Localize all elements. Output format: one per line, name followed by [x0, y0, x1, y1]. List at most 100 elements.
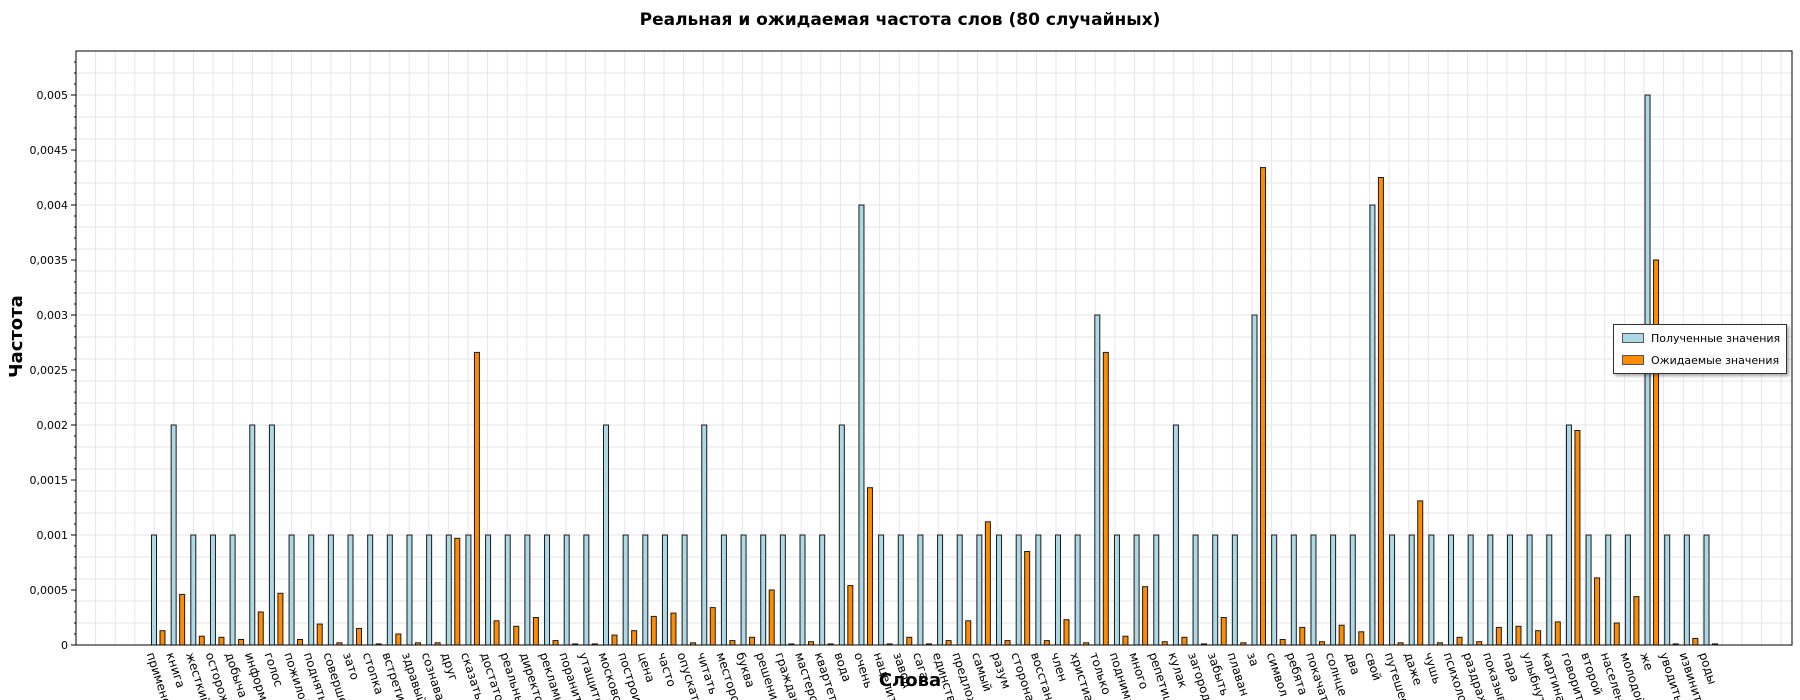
- x-axis-label: Слова: [878, 670, 942, 691]
- bar-observed: [1349, 534, 1356, 646]
- bar-expected: [473, 351, 480, 646]
- bar-expected: [257, 611, 264, 646]
- x-tick-label: же: [1637, 651, 1656, 673]
- bar-observed: [740, 534, 747, 646]
- bar-expected: [238, 639, 245, 646]
- bar-expected: [1024, 551, 1031, 646]
- bar-expected: [297, 639, 304, 646]
- bar-observed: [996, 534, 1003, 646]
- bar-observed: [819, 534, 826, 646]
- y-tick-label: 0,0015: [30, 474, 69, 487]
- bar-observed: [583, 534, 590, 646]
- bar-observed: [1624, 534, 1631, 646]
- bar-observed: [1054, 534, 1061, 646]
- bar-expected: [316, 623, 323, 646]
- bar-observed: [661, 534, 668, 646]
- bar-expected: [1613, 622, 1620, 646]
- bar-expected: [1181, 636, 1188, 646]
- bar-observed: [288, 534, 295, 646]
- legend-item-expected: Ожидаемые значения: [1622, 352, 1779, 368]
- bar-expected: [1633, 596, 1640, 646]
- bar-observed: [327, 534, 334, 646]
- y-tick-label: 0,0025: [30, 364, 69, 377]
- bar-expected: [1279, 639, 1286, 646]
- legend: Полученные значения Ожидаемые значения: [1613, 324, 1787, 374]
- bar-observed: [1133, 534, 1140, 646]
- bar-observed: [1605, 534, 1612, 646]
- y-tick-label: 0,001: [37, 529, 69, 542]
- bar-observed: [701, 424, 708, 646]
- bar-observed: [1310, 534, 1317, 646]
- bar-expected: [1142, 586, 1149, 646]
- bar-observed: [1290, 534, 1297, 646]
- bar-observed: [1683, 534, 1690, 646]
- legend-label-expected: Ожидаемые значения: [1651, 353, 1780, 367]
- legend-swatch-expected: [1622, 355, 1644, 365]
- y-tick-label: 0: [61, 639, 68, 652]
- bar-observed: [347, 534, 354, 646]
- bar-expected: [650, 615, 657, 646]
- legend-swatch-observed: [1622, 333, 1644, 343]
- bar-observed: [760, 534, 767, 646]
- bar-expected: [945, 640, 952, 646]
- bar-observed: [1389, 534, 1396, 646]
- bar-expected: [1594, 577, 1601, 646]
- chart-title: Реальная и ожидаемая частота слов (80 сл…: [639, 10, 1161, 30]
- bar-expected: [1515, 625, 1522, 646]
- bar-observed: [1113, 534, 1120, 646]
- bar-observed: [1074, 534, 1081, 646]
- y-tick-label: 0,005: [37, 89, 69, 102]
- bar-observed: [1212, 534, 1219, 646]
- bar-observed: [485, 534, 492, 646]
- bar-expected: [1122, 635, 1129, 646]
- bar-observed: [308, 534, 315, 646]
- bar-observed: [681, 534, 688, 646]
- bar-observed: [229, 534, 236, 646]
- bar-observed: [1035, 534, 1042, 646]
- bar-observed: [1172, 424, 1179, 646]
- bar-observed: [1565, 424, 1572, 646]
- bar-observed: [1408, 534, 1415, 646]
- bar-observed: [602, 424, 609, 646]
- bar-expected: [1456, 636, 1463, 646]
- bar-observed: [190, 534, 197, 646]
- bar-observed: [779, 534, 786, 646]
- bar-expected: [847, 585, 854, 646]
- bar-observed: [1330, 534, 1337, 646]
- bar-observed: [1231, 534, 1238, 646]
- bar-expected: [218, 636, 225, 646]
- bar-expected: [493, 620, 500, 646]
- y-tick-label: 0,0045: [30, 144, 69, 157]
- x-tick-label: зато: [340, 651, 362, 682]
- bar-observed: [1585, 534, 1592, 646]
- bar-expected: [984, 521, 991, 646]
- bar-expected: [1554, 621, 1561, 646]
- bar-expected: [277, 592, 284, 646]
- bar-expected: [1417, 500, 1424, 646]
- bar-expected: [356, 628, 363, 646]
- x-tick-label: два: [1342, 651, 1362, 677]
- bar-expected: [552, 640, 559, 646]
- bar-expected: [532, 617, 539, 646]
- bar-expected: [198, 635, 205, 646]
- bar-observed: [170, 424, 177, 646]
- bar-observed: [406, 534, 413, 646]
- bar-expected: [395, 633, 402, 646]
- bar-observed: [622, 534, 629, 646]
- bar-expected: [768, 589, 775, 646]
- bar-expected: [454, 537, 461, 646]
- bar-observed: [1251, 314, 1258, 646]
- bar-observed: [1703, 534, 1710, 646]
- bar-expected: [866, 487, 873, 646]
- bar-expected: [1377, 177, 1384, 646]
- bar-observed: [465, 534, 472, 646]
- bar-observed: [1094, 314, 1101, 646]
- bar-expected: [1692, 637, 1699, 646]
- bar-observed: [878, 534, 885, 646]
- bar-observed: [1153, 534, 1160, 646]
- bar-expected: [729, 640, 736, 646]
- bar-observed: [799, 534, 806, 646]
- bar-expected: [513, 625, 520, 646]
- bar-expected: [611, 634, 618, 646]
